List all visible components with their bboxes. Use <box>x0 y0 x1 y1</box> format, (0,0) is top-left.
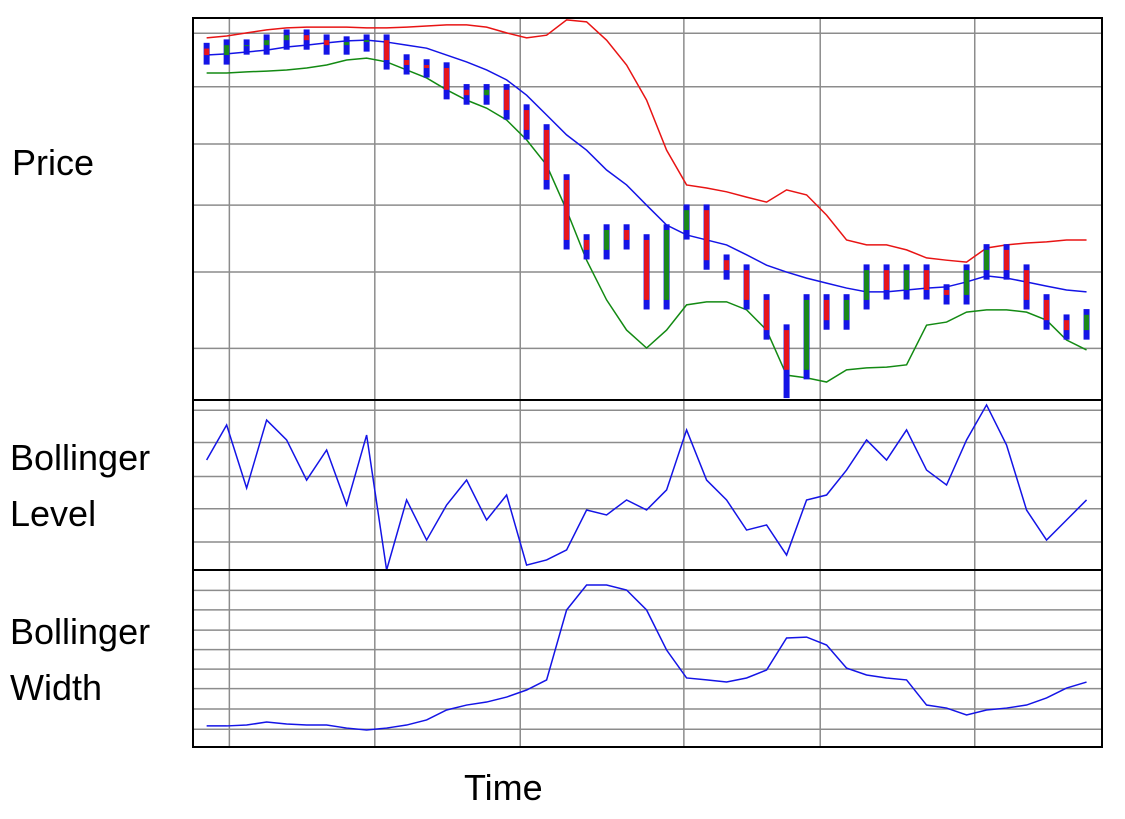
candle-wick <box>423 59 430 78</box>
candle-body <box>1064 320 1070 331</box>
candle-body <box>924 270 930 290</box>
x-axis-label: Time <box>464 767 543 808</box>
candle-body <box>424 64 430 69</box>
candle-body <box>1044 299 1050 321</box>
candle-body <box>944 289 950 295</box>
candle-body <box>204 48 210 56</box>
candle-body <box>1024 270 1030 300</box>
candle-body <box>344 42 350 46</box>
candle-body <box>1084 314 1090 331</box>
candle-body <box>664 230 670 300</box>
panel-frame <box>192 17 1103 401</box>
candle-body <box>724 260 730 271</box>
candle-body <box>644 239 650 300</box>
candle-body <box>704 210 710 261</box>
candle-body <box>364 40 370 43</box>
candle-body <box>584 239 590 250</box>
candle-body <box>744 270 750 300</box>
candle-wick <box>343 36 350 55</box>
candle-body <box>284 35 290 41</box>
series-line <box>206 57 1087 383</box>
series-line <box>206 584 1087 731</box>
panel-label: Price <box>12 142 95 183</box>
candle-body <box>384 40 390 61</box>
panel-label: Bollinger Level <box>10 437 151 534</box>
candle-body <box>564 179 570 240</box>
candle-body <box>444 68 450 90</box>
panel-frame <box>192 399 1103 571</box>
candle-body <box>784 330 790 370</box>
candle-body <box>264 40 270 46</box>
candle-body <box>504 89 510 111</box>
candle-body <box>324 40 330 46</box>
candle-body <box>984 249 990 271</box>
candle-body <box>404 60 410 65</box>
series-line <box>205 403 1088 571</box>
candle-body <box>904 270 910 290</box>
series-line <box>206 19 1087 263</box>
candle-body <box>524 110 530 130</box>
candle-body <box>484 89 490 96</box>
candle-wick <box>243 39 250 55</box>
candle-body <box>604 230 610 250</box>
candle-body <box>684 210 690 231</box>
candle-body <box>304 35 310 41</box>
candle-body <box>804 299 810 370</box>
candle-body <box>824 299 830 321</box>
candle-body <box>964 270 970 295</box>
candle-body <box>1004 249 1010 271</box>
candle-body <box>764 299 770 331</box>
candle-body <box>864 270 870 300</box>
candle-body <box>884 270 890 290</box>
candle-body <box>624 230 630 240</box>
candle-body <box>844 299 850 321</box>
candle-body <box>544 129 550 180</box>
candle-body <box>224 45 230 56</box>
panel-frame <box>192 569 1103 748</box>
candle-wick <box>363 34 370 52</box>
panel-label: Bollinger Width <box>10 611 151 708</box>
series-line <box>206 39 1087 293</box>
candle-body <box>244 45 250 47</box>
candle-body <box>464 89 470 96</box>
